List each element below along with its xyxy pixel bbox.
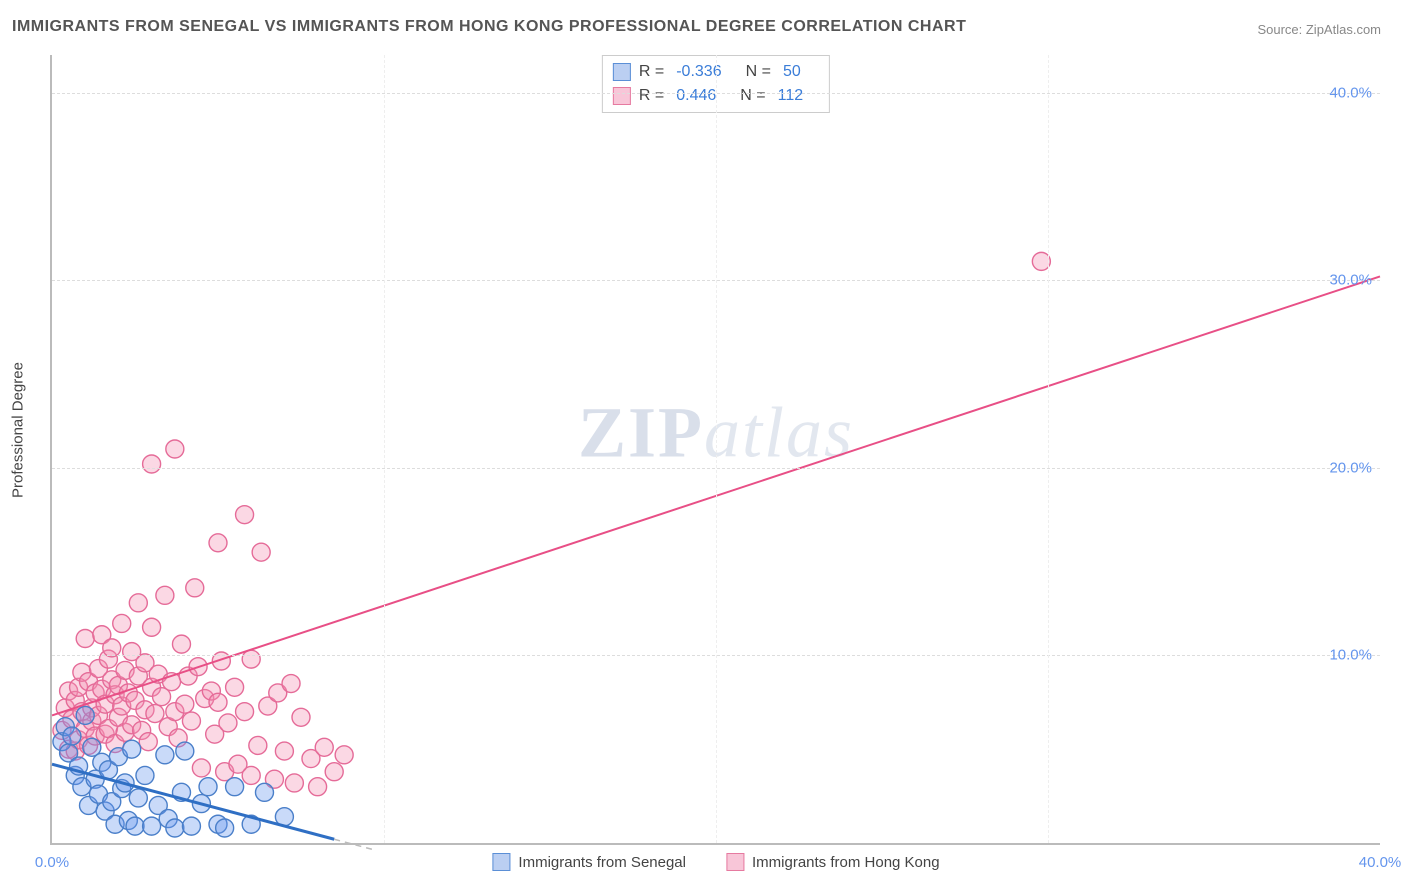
data-point [249, 736, 267, 754]
data-point [146, 705, 164, 723]
data-point [315, 738, 333, 756]
y-tick-label: 40.0% [1329, 84, 1372, 101]
data-point [275, 742, 293, 760]
legend-item-senegal: Immigrants from Senegal [492, 853, 686, 871]
data-point [209, 693, 227, 711]
legend-item-hongkong: Immigrants from Hong Kong [726, 853, 940, 871]
legend-swatch-senegal [492, 853, 510, 871]
data-point [63, 727, 81, 745]
data-point [176, 742, 194, 760]
source-label: Source: ZipAtlas.com [1257, 22, 1381, 37]
y-tick-label: 10.0% [1329, 647, 1372, 664]
y-tick-label: 20.0% [1329, 459, 1372, 476]
data-point [76, 706, 94, 724]
plot-area: ZIPatlas R =-0.336 N =50 R =0.446 N =112… [50, 55, 1380, 845]
data-point [192, 759, 210, 777]
data-point [255, 783, 273, 801]
data-point [226, 678, 244, 696]
data-point [182, 712, 200, 730]
data-point [136, 766, 154, 784]
data-point [166, 819, 184, 837]
data-point [325, 763, 343, 781]
data-point [76, 629, 94, 647]
y-axis-label: Professional Degree [10, 362, 27, 498]
chart-container: IMMIGRANTS FROM SENEGAL VS IMMIGRANTS FR… [0, 0, 1406, 892]
y-tick-label: 30.0% [1329, 272, 1372, 289]
data-point [176, 695, 194, 713]
data-point [143, 455, 161, 473]
legend-label-hongkong: Immigrants from Hong Kong [752, 854, 940, 871]
data-point [143, 618, 161, 636]
data-point [172, 635, 190, 653]
legend-label-senegal: Immigrants from Senegal [518, 854, 686, 871]
data-point [156, 586, 174, 604]
data-point [209, 534, 227, 552]
data-point [129, 594, 147, 612]
data-point [103, 639, 121, 657]
legend-swatch-hongkong [726, 853, 744, 871]
data-point [309, 778, 327, 796]
x-tick-label: 0.0% [35, 854, 69, 871]
data-point [226, 778, 244, 796]
trend-line-extension [334, 839, 376, 850]
data-point [156, 746, 174, 764]
data-point [285, 774, 303, 792]
data-point [199, 778, 217, 796]
data-point [113, 614, 131, 632]
x-tick-label: 40.0% [1359, 854, 1402, 871]
data-point [216, 819, 234, 837]
data-point [126, 817, 144, 835]
data-point [143, 817, 161, 835]
chart-title: IMMIGRANTS FROM SENEGAL VS IMMIGRANTS FR… [12, 18, 966, 36]
data-point [282, 675, 300, 693]
data-point [129, 789, 147, 807]
data-point [236, 703, 254, 721]
data-point [335, 746, 353, 764]
data-point [242, 766, 260, 784]
data-point [292, 708, 310, 726]
data-point [182, 817, 200, 835]
series-legend: Immigrants from Senegal Immigrants from … [492, 853, 939, 871]
data-point [252, 543, 270, 561]
data-point [236, 506, 254, 524]
data-point [123, 740, 141, 758]
data-point [166, 440, 184, 458]
data-point [219, 714, 237, 732]
data-point [139, 733, 157, 751]
data-point [186, 579, 204, 597]
data-point [242, 650, 260, 668]
